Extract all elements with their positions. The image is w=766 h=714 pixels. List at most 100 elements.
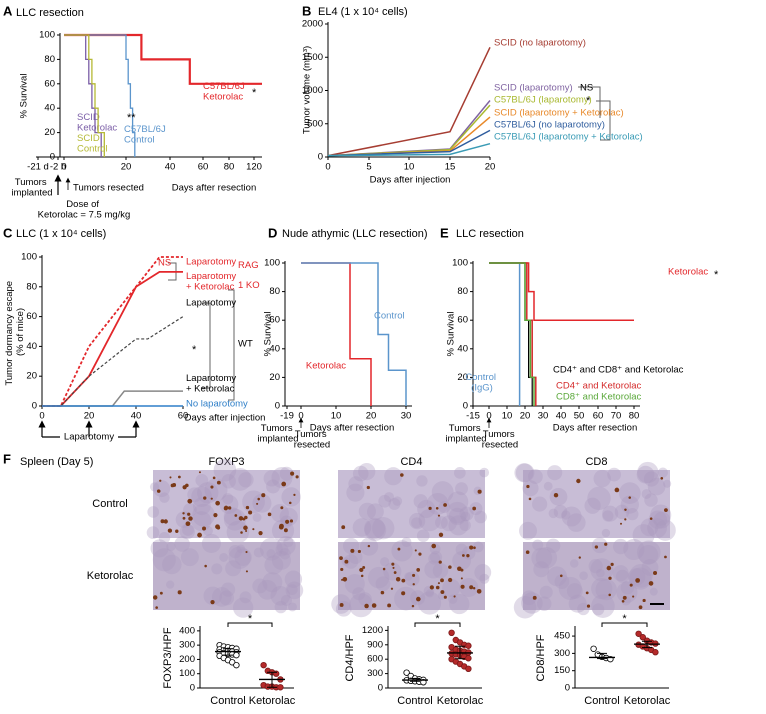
- stained-cell: [288, 501, 292, 505]
- y-tick-label: 300: [554, 648, 570, 659]
- data-point: [590, 645, 597, 652]
- sig-bracket: [601, 622, 648, 627]
- tissue-texture: [448, 507, 466, 526]
- tissue-texture: [358, 502, 376, 520]
- y-tick-label: 400: [179, 625, 195, 636]
- tissue-texture: [428, 552, 441, 565]
- tissue-texture: [636, 465, 655, 484]
- y-tick-label: 100: [452, 258, 468, 269]
- panel-letter: B: [302, 3, 311, 18]
- tissue-texture: [527, 469, 543, 484]
- tissue-texture: [221, 474, 236, 489]
- tissue-texture: [426, 492, 449, 515]
- tissue-texture: [222, 493, 234, 505]
- stained-cell: [594, 545, 599, 549]
- stained-cell: [244, 515, 248, 520]
- tissue-texture: [663, 479, 672, 488]
- series-label: SCID Control: [77, 133, 108, 155]
- stained-cell: [418, 552, 422, 556]
- tissue-texture: [259, 537, 283, 561]
- stained-cell: [621, 599, 625, 603]
- tissue-texture: [432, 562, 449, 579]
- data-point: [465, 642, 472, 649]
- stained-cell: [416, 568, 421, 572]
- stain-label: FOXP3: [208, 456, 244, 468]
- stained-cell: [280, 506, 284, 510]
- y-tick-label: 100: [21, 252, 37, 263]
- tissue-texture: [448, 515, 469, 536]
- data-point: [652, 649, 659, 656]
- tissue-texture: [567, 513, 586, 532]
- stained-cell: [295, 475, 299, 479]
- data-point: [635, 630, 642, 637]
- tissue-texture: [438, 501, 451, 514]
- stained-cell: [163, 519, 168, 524]
- stained-cell: [245, 570, 248, 573]
- stained-cell: [553, 492, 559, 498]
- tissue-texture: [472, 541, 484, 553]
- x-axis-label: Days after resection: [172, 183, 256, 194]
- y-tick-label: 900: [367, 639, 383, 650]
- tissue-texture: [561, 506, 582, 527]
- x-tick-label: 60: [178, 411, 189, 422]
- tissue-texture: [584, 497, 601, 514]
- annotation: Tumors implanted: [11, 177, 52, 199]
- tissue-texture: [568, 594, 587, 613]
- stained-cell: [261, 493, 266, 498]
- x-tick-label: 30: [401, 411, 412, 422]
- tissue-texture: [607, 467, 621, 482]
- tissue-texture: [461, 546, 476, 560]
- stained-cell: [160, 519, 165, 524]
- tissue-texture: [146, 526, 160, 539]
- tissue-texture: [367, 566, 390, 589]
- tissue-texture: [519, 521, 537, 540]
- tissue-texture: [618, 482, 641, 504]
- stained-cell: [400, 473, 404, 477]
- x-tick-label: Ketorolac: [624, 695, 671, 707]
- x-tick-label: 0: [325, 162, 330, 173]
- micrograph: [523, 542, 670, 610]
- data-point: [233, 651, 240, 659]
- stained-cell: [382, 567, 386, 571]
- stained-cell: [460, 577, 463, 580]
- tissue-texture: [228, 467, 252, 491]
- tissue-texture: [647, 477, 666, 496]
- tissue-texture: [392, 496, 403, 506]
- tissue-texture: [626, 508, 639, 521]
- micrograph: [153, 470, 300, 538]
- y-tick-label: 20: [269, 372, 280, 383]
- y-axis-label: FOXP3/HPF: [162, 627, 174, 688]
- stained-cell: [447, 577, 453, 583]
- x-tick-label: Control: [210, 695, 245, 707]
- stained-cell: [285, 519, 290, 524]
- tissue-texture: [602, 510, 614, 522]
- stained-cell: [267, 512, 272, 517]
- tissue-texture: [252, 513, 262, 522]
- series-label: Laparotomy + Ketorolac: [186, 271, 239, 293]
- tissue-texture: [378, 494, 392, 508]
- y-tick-label: 0: [50, 152, 55, 163]
- series-line: [327, 99, 491, 157]
- stained-cell: [212, 476, 216, 480]
- tissue-texture: [375, 576, 391, 592]
- tissue-texture: [553, 504, 568, 519]
- tissue-texture: [228, 545, 242, 559]
- stained-cell: [182, 512, 185, 515]
- series-label: No laparotomy: [186, 399, 248, 410]
- x-axis-label: Days after resection: [553, 423, 637, 434]
- tissue-texture: [453, 467, 466, 479]
- series-label: CD4⁺ and CD8⁺ and Ketorolac: [553, 365, 684, 376]
- tissue-texture: [213, 458, 237, 482]
- tissue-texture: [521, 592, 543, 614]
- tissue-texture: [285, 581, 304, 600]
- x-tick-label: 10: [502, 411, 513, 422]
- x-tick-label: 60: [198, 162, 209, 173]
- tissue-texture: [615, 569, 630, 583]
- series-label: SCID (laparotomy): [494, 83, 573, 94]
- stained-cell: [632, 595, 635, 598]
- y-tick-label: 200: [179, 654, 195, 665]
- tissue-texture: [459, 506, 474, 521]
- tissue-texture: [195, 473, 209, 487]
- series-label: Laparotomy: [186, 257, 236, 268]
- stained-cell: [653, 570, 658, 576]
